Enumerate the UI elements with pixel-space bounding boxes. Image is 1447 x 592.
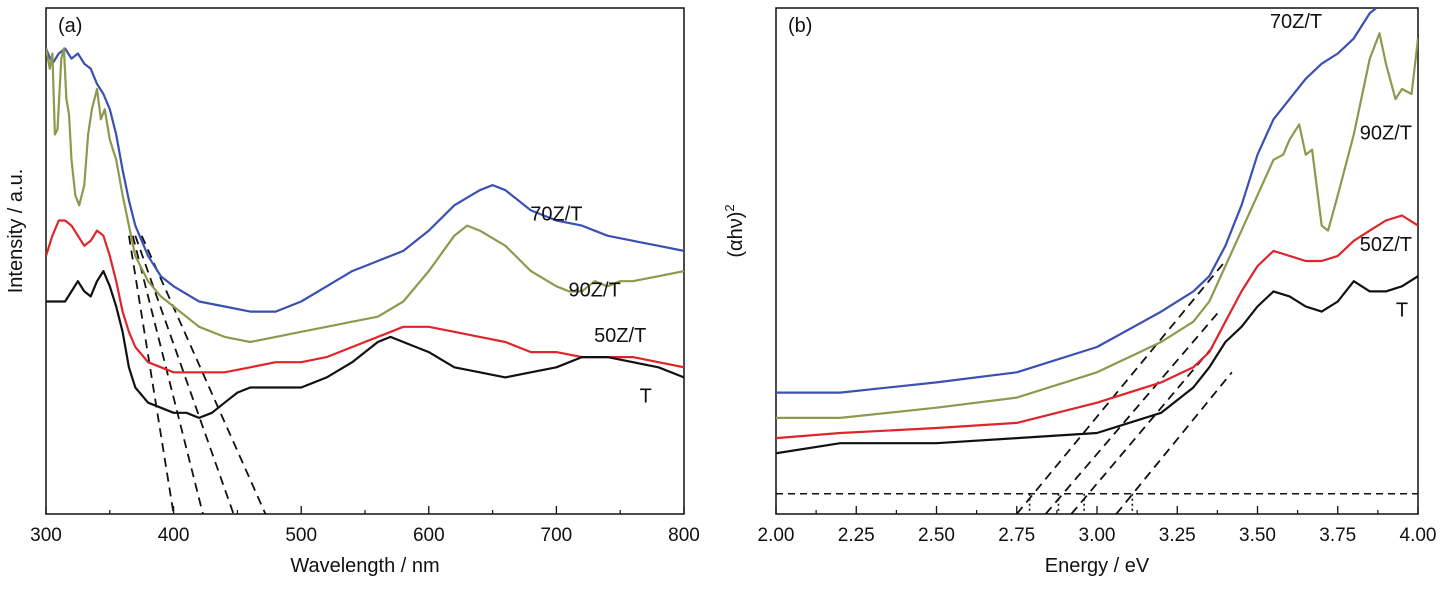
x-axis-title: Wavelength / nm <box>290 555 439 577</box>
series-line-90Z/T <box>776 32 1418 419</box>
fit-line <box>1016 260 1227 514</box>
fit-line <box>131 235 204 514</box>
x-tick-label: 500 <box>285 525 317 546</box>
panel-label: (b) <box>788 15 812 37</box>
y-axis-title-exponent: 2 <box>722 204 737 211</box>
fit-line <box>1044 311 1220 514</box>
series-label: 50Z/T <box>1360 234 1412 256</box>
series-line-90Z/T <box>46 47 684 344</box>
x-axis-title: Energy / eV <box>1045 555 1150 577</box>
chart-panel-a: 300 400 500 600 700 800 Wavelength / nm Intensi… <box>5 7 700 577</box>
series-label: 90Z/T <box>569 279 621 301</box>
series-label: 50Z/T <box>594 325 646 347</box>
x-tick-label: 400 <box>158 525 190 546</box>
x-tick-label: 3.75 <box>1319 525 1356 546</box>
fit-line <box>140 235 267 514</box>
series-line-50Z/T <box>776 214 1418 440</box>
plot-area <box>776 8 1418 514</box>
fit-line <box>134 235 235 514</box>
series-line-70Z/T <box>46 47 684 313</box>
y-axis-title: (αhν)2 <box>722 204 747 257</box>
fit-line <box>1115 371 1233 514</box>
fit-line <box>128 235 175 514</box>
x-tick-label: 800 <box>668 525 700 546</box>
plot-area <box>46 47 684 514</box>
x-tick-label: 300 <box>30 525 62 546</box>
series-label: 90Z/T <box>1360 123 1412 145</box>
x-tick-label: 4.00 <box>1400 525 1437 546</box>
panel-label: (a) <box>58 15 82 37</box>
series-line-70Z/T <box>776 8 1377 394</box>
x-tick-label: 2.00 <box>758 525 795 546</box>
x-tick-label: 700 <box>541 525 573 546</box>
series-line-T <box>776 275 1418 455</box>
series-label: 70Z/T <box>530 204 582 226</box>
series-line-T <box>46 270 684 419</box>
fit-line <box>1070 346 1214 514</box>
series-label: T <box>1396 300 1408 322</box>
x-tick-label: 3.50 <box>1239 525 1276 546</box>
x-tick-label: 2.50 <box>918 525 955 546</box>
x-tick-label: 3.25 <box>1159 525 1196 546</box>
plot-frame <box>45 7 685 515</box>
x-tick-label: 2.25 <box>838 525 875 546</box>
x-tick-label: 600 <box>413 525 445 546</box>
x-tick-label: 3.00 <box>1079 525 1116 546</box>
series-label: T <box>640 386 652 408</box>
x-tick-label: 2.75 <box>998 525 1035 546</box>
y-axis-title: Intensity / a.u. <box>5 169 27 294</box>
series-label: 70Z/T <box>1270 11 1322 33</box>
chart-panel-b: 2.00 2.25 2.50 2.75 3.00 3.25 3.50 3.75 4.00 Ener… <box>722 7 1437 577</box>
series-line-50Z/T <box>46 219 684 374</box>
